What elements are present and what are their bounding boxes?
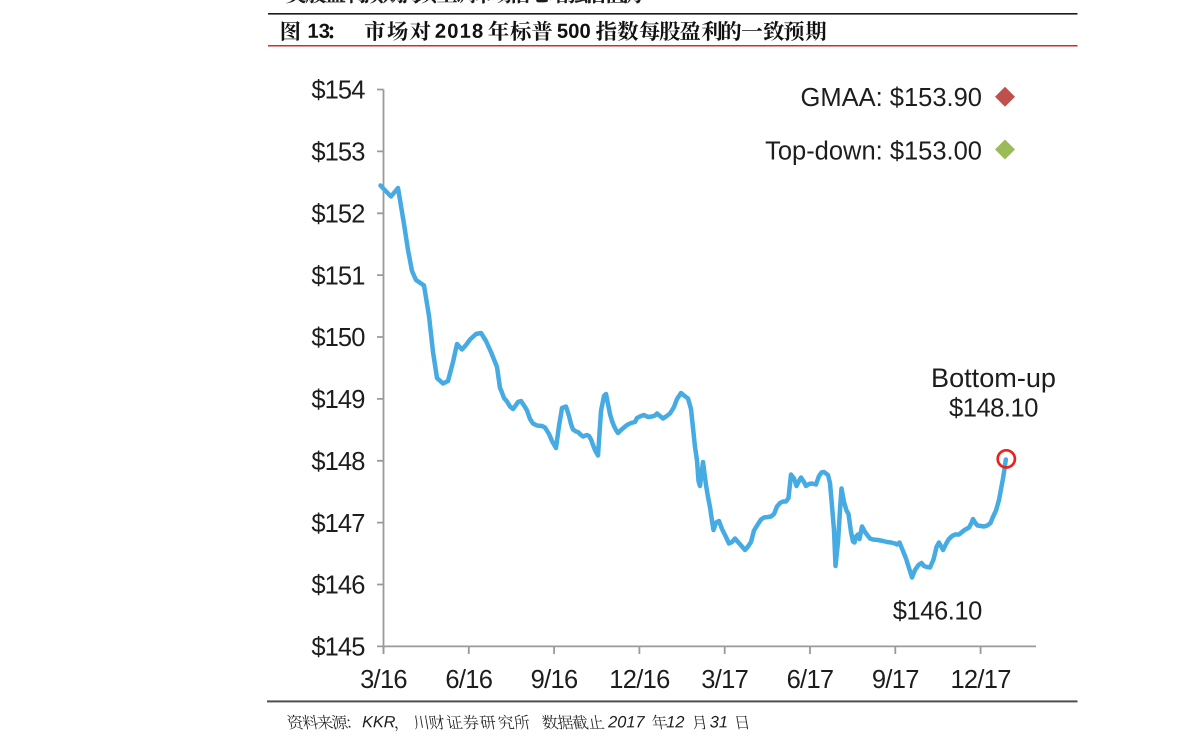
svg-text:6/17: 6/17 (787, 666, 834, 694)
svg-text:3/17: 3/17 (701, 666, 748, 694)
svg-text:12/16: 12/16 (609, 666, 670, 694)
svg-text:Bottom-up: Bottom-up (931, 362, 1056, 393)
svg-text:$150: $150 (311, 324, 365, 352)
svg-text:6/16: 6/16 (445, 666, 492, 694)
svg-text:3/16: 3/16 (360, 666, 407, 694)
svg-text:$148: $148 (311, 448, 365, 476)
svg-text:Top-down: $153.00: Top-down: $153.00 (765, 138, 982, 166)
svg-text:9/16: 9/16 (531, 666, 578, 694)
svg-text:GMAA: $153.90: GMAA: $153.90 (801, 84, 982, 112)
svg-text:$146.10: $146.10 (893, 597, 982, 625)
svg-text:$153: $153 (311, 139, 365, 167)
svg-text:9/17: 9/17 (872, 666, 919, 694)
svg-text:$145: $145 (311, 634, 365, 662)
svg-text:12/17: 12/17 (950, 666, 1010, 694)
svg-text:$152: $152 (311, 201, 364, 229)
svg-text:$148.10: $148.10 (949, 394, 1038, 422)
svg-text:$149: $149 (311, 386, 364, 414)
svg-text:$154: $154 (311, 77, 365, 105)
svg-text:$147: $147 (311, 510, 364, 538)
svg-text:$146: $146 (311, 572, 365, 600)
svg-text:$151: $151 (311, 262, 364, 290)
